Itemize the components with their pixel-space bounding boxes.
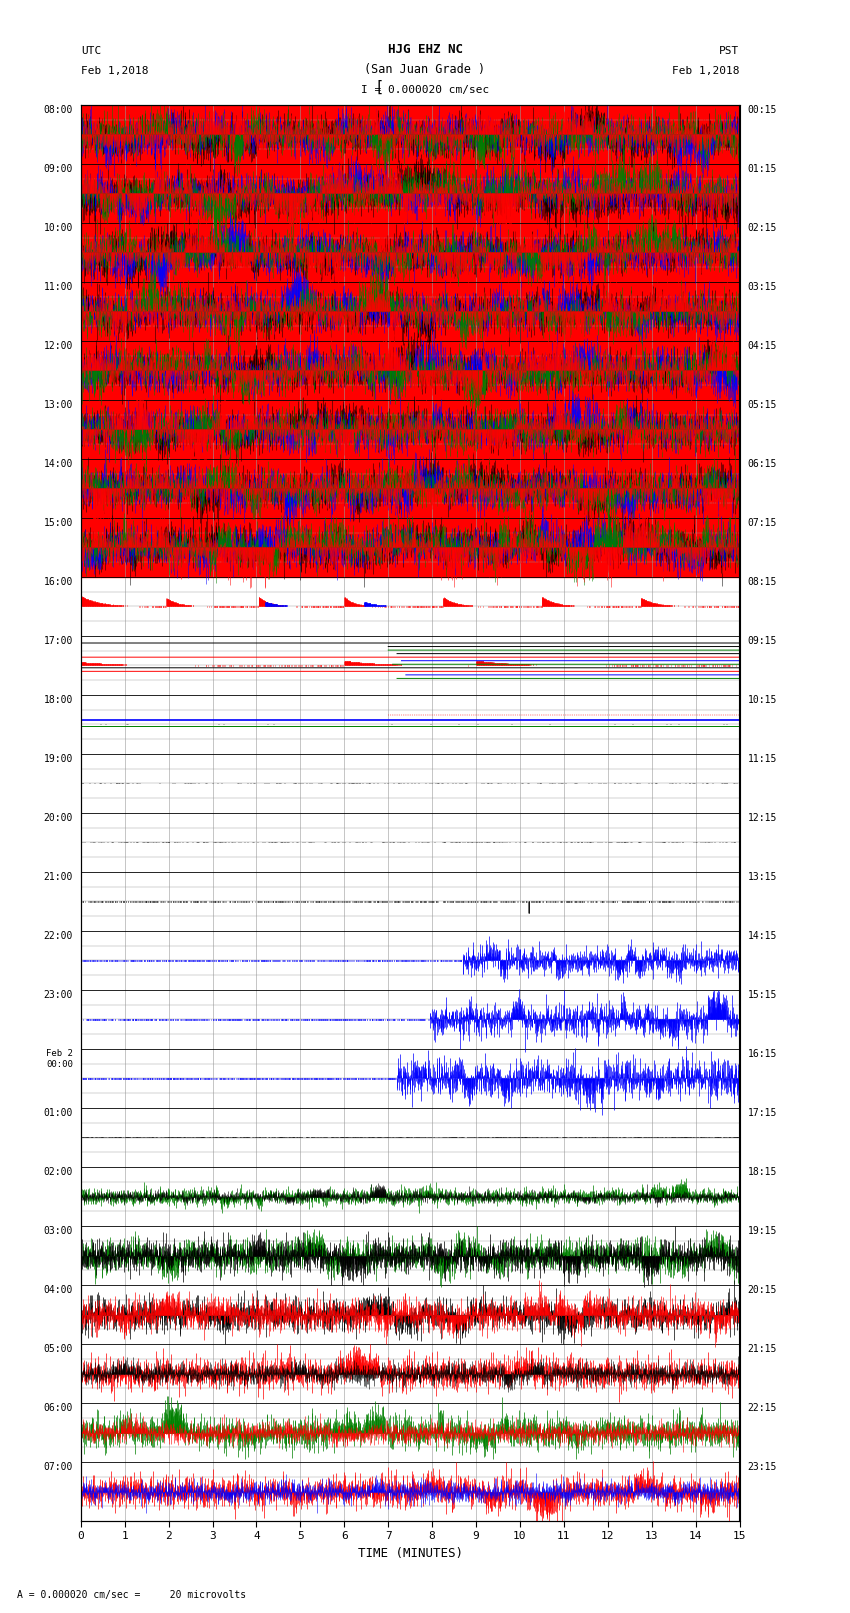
Text: 17:00: 17:00 (43, 636, 73, 645)
Text: 01:00: 01:00 (43, 1108, 73, 1118)
Text: [: [ (374, 81, 383, 95)
Text: 22:15: 22:15 (747, 1403, 777, 1413)
Text: 00:15: 00:15 (747, 105, 777, 115)
Text: 06:15: 06:15 (747, 460, 777, 469)
Text: 08:00: 08:00 (43, 105, 73, 115)
Text: 16:00: 16:00 (43, 577, 73, 587)
Text: 09:00: 09:00 (43, 165, 73, 174)
Bar (81, 223, 740, 282)
Text: (San Juan Grade ): (San Juan Grade ) (365, 63, 485, 76)
Text: PST: PST (719, 47, 740, 56)
Text: 22:00: 22:00 (43, 931, 73, 940)
Text: Feb 1,2018: Feb 1,2018 (81, 66, 148, 76)
Text: 02:15: 02:15 (747, 223, 777, 232)
Text: A = 0.000020 cm/sec =     20 microvolts: A = 0.000020 cm/sec = 20 microvolts (17, 1590, 246, 1600)
Text: 03:00: 03:00 (43, 1226, 73, 1236)
Text: I = 0.000020 cm/sec: I = 0.000020 cm/sec (361, 85, 489, 95)
Text: 11:00: 11:00 (43, 282, 73, 292)
Text: 05:15: 05:15 (747, 400, 777, 410)
X-axis label: TIME (MINUTES): TIME (MINUTES) (358, 1547, 462, 1560)
Text: 15:00: 15:00 (43, 518, 73, 527)
Text: 20:00: 20:00 (43, 813, 73, 823)
Text: 15:15: 15:15 (747, 990, 777, 1000)
Text: 23:15: 23:15 (747, 1461, 777, 1473)
Text: 12:15: 12:15 (747, 813, 777, 823)
Text: 21:15: 21:15 (747, 1344, 777, 1353)
Text: 10:00: 10:00 (43, 223, 73, 232)
Text: 01:15: 01:15 (747, 165, 777, 174)
Bar (81, 400, 740, 460)
Text: 07:15: 07:15 (747, 518, 777, 527)
Bar (81, 340, 740, 400)
Text: 18:00: 18:00 (43, 695, 73, 705)
Bar (81, 282, 740, 340)
Bar (81, 105, 740, 165)
Text: 09:15: 09:15 (747, 636, 777, 645)
Text: HJG EHZ NC: HJG EHZ NC (388, 44, 462, 56)
Text: 19:15: 19:15 (747, 1226, 777, 1236)
Text: 12:00: 12:00 (43, 340, 73, 352)
Text: 02:00: 02:00 (43, 1168, 73, 1177)
Text: 05:00: 05:00 (43, 1344, 73, 1353)
Text: 16:15: 16:15 (747, 1048, 777, 1060)
Text: 21:00: 21:00 (43, 873, 73, 882)
Text: 14:00: 14:00 (43, 460, 73, 469)
Bar (81, 518, 740, 577)
Text: 03:15: 03:15 (747, 282, 777, 292)
Text: 17:15: 17:15 (747, 1108, 777, 1118)
Text: 13:00: 13:00 (43, 400, 73, 410)
Text: Feb 1,2018: Feb 1,2018 (672, 66, 740, 76)
Text: 04:00: 04:00 (43, 1286, 73, 1295)
Text: 04:15: 04:15 (747, 340, 777, 352)
Bar (81, 165, 740, 223)
Text: 10:15: 10:15 (747, 695, 777, 705)
Text: 07:00: 07:00 (43, 1461, 73, 1473)
Text: 19:00: 19:00 (43, 753, 73, 765)
Text: 11:15: 11:15 (747, 753, 777, 765)
Text: 00:00: 00:00 (46, 1060, 73, 1068)
Text: 18:15: 18:15 (747, 1168, 777, 1177)
Text: 08:15: 08:15 (747, 577, 777, 587)
Text: Feb 2: Feb 2 (46, 1048, 73, 1058)
Text: 13:15: 13:15 (747, 873, 777, 882)
Text: 20:15: 20:15 (747, 1286, 777, 1295)
Bar (81, 460, 740, 518)
Text: 14:15: 14:15 (747, 931, 777, 940)
Text: UTC: UTC (81, 47, 101, 56)
Text: 23:00: 23:00 (43, 990, 73, 1000)
Text: 06:00: 06:00 (43, 1403, 73, 1413)
